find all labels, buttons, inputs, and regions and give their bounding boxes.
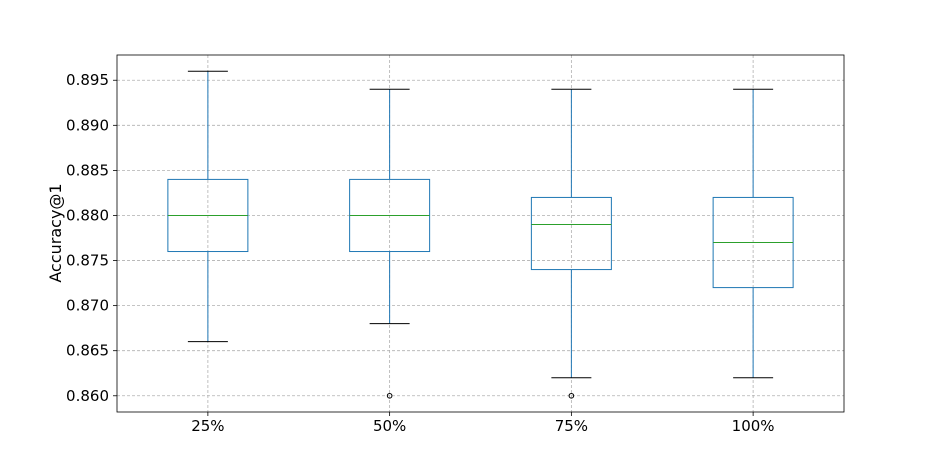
x-tick-label: 100% [732, 417, 775, 435]
box-group [167, 70, 249, 343]
box-group [712, 88, 794, 379]
y-axis-label: Accuracy@1 [46, 183, 65, 282]
y-tick-label: 0.890 [66, 116, 109, 134]
box-plot-marks [167, 70, 794, 399]
box-group [530, 88, 612, 399]
y-tick-label: 0.880 [66, 206, 109, 224]
box-group [349, 88, 431, 399]
y-tick-label: 0.860 [66, 387, 109, 405]
y-tick-label: 0.865 [66, 342, 109, 360]
plot-area-frame [116, 54, 845, 413]
outlier-point [386, 392, 393, 399]
x-axis: 25% 50% 75% 100% [191, 412, 775, 435]
y-tick-label: 0.895 [66, 71, 109, 89]
x-tick-label: 50% [373, 417, 406, 435]
y-axis: 0.860 0.865 0.870 0.875 0.880 0.885 0.890 0.895 [66, 71, 117, 405]
x-tick-label: 25% [191, 417, 224, 435]
box-iqr [530, 196, 612, 271]
y-tick-label: 0.870 [66, 297, 109, 315]
outlier-point [568, 392, 575, 399]
y-tick-label: 0.875 [66, 252, 109, 270]
x-tick-label: 75% [555, 417, 588, 435]
y-tick-label: 0.885 [66, 161, 109, 179]
grid-lines [117, 55, 844, 412]
